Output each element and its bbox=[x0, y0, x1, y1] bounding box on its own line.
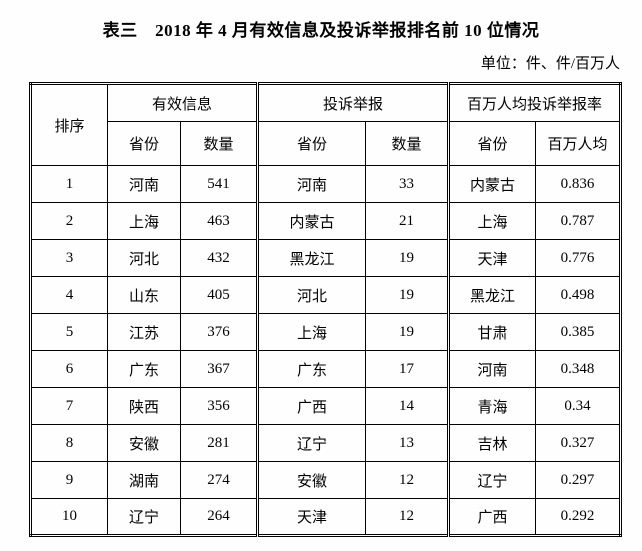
table-row: 1 河南 541 河南 33 内蒙古 0.836 bbox=[30, 165, 622, 203]
cell-complaint-province: 辽宁 bbox=[256, 424, 367, 462]
subheader-complaint-count: 数量 bbox=[365, 121, 450, 166]
cell-valid-info-count: 463 bbox=[179, 202, 259, 240]
cell-complaint-province: 黑龙江 bbox=[256, 239, 367, 277]
cell-rate-province: 青海 bbox=[447, 387, 537, 425]
cell-rate-province: 甘肃 bbox=[447, 313, 537, 351]
cell-rate-value: 0.787 bbox=[535, 202, 622, 240]
cell-rate-value: 0.292 bbox=[535, 498, 622, 536]
cell-valid-info-count: 356 bbox=[179, 387, 259, 425]
header-group-valid-info: 有效信息 bbox=[106, 83, 259, 122]
cell-rate-province: 黑龙江 bbox=[447, 276, 537, 314]
cell-rate-value: 0.776 bbox=[535, 239, 622, 277]
cell-valid-info-province: 广东 bbox=[107, 350, 181, 388]
table-row: 6 广东 367 广东 17 河南 0.348 bbox=[30, 350, 622, 388]
table-row: 2 上海 463 内蒙古 21 上海 0.787 bbox=[30, 202, 622, 240]
cell-complaint-province: 广东 bbox=[256, 350, 367, 388]
cell-complaint-count: 17 bbox=[365, 350, 450, 388]
page-title: 表三 2018 年 4 月有效信息及投诉举报排名前 10 位情况 bbox=[102, 21, 540, 40]
cell-complaint-count: 12 bbox=[365, 461, 450, 499]
cell-valid-info-province: 河南 bbox=[107, 165, 181, 203]
cell-rate-value: 0.836 bbox=[535, 165, 622, 203]
cell-complaint-count: 19 bbox=[365, 313, 450, 351]
cell-rank: 10 bbox=[30, 498, 108, 536]
subheader-complaint-province: 省份 bbox=[256, 121, 367, 166]
cell-rate-value: 0.327 bbox=[535, 424, 622, 462]
cell-valid-info-province: 江苏 bbox=[107, 313, 181, 351]
cell-rank: 2 bbox=[30, 202, 108, 240]
cell-rank: 6 bbox=[30, 350, 108, 388]
cell-rate-province: 吉林 bbox=[447, 424, 537, 462]
cell-valid-info-count: 376 bbox=[179, 313, 259, 351]
cell-complaint-province: 广西 bbox=[256, 387, 367, 425]
subheader-rate-province: 省份 bbox=[447, 121, 537, 166]
ranking-table: 排序 有效信息 投诉举报 百万人均投诉举报率 省份 数量 省份 数量 省份 百万… bbox=[29, 82, 623, 537]
cell-rank: 3 bbox=[30, 239, 108, 277]
cell-valid-info-province: 陕西 bbox=[107, 387, 181, 425]
table-row: 3 河北 432 黑龙江 19 天津 0.776 bbox=[30, 239, 622, 277]
cell-valid-info-count: 432 bbox=[179, 239, 259, 277]
cell-complaint-province: 河北 bbox=[256, 276, 367, 314]
cell-complaint-count: 33 bbox=[365, 165, 450, 203]
table-row: 4 山东 405 河北 19 黑龙江 0.498 bbox=[30, 276, 622, 314]
header-group-rate-per-million: 百万人均投诉举报率 bbox=[447, 83, 622, 122]
cell-valid-info-count: 274 bbox=[179, 461, 259, 499]
table-row: 9 湖南 274 安徽 12 辽宁 0.297 bbox=[30, 461, 622, 499]
cell-valid-info-province: 河北 bbox=[107, 239, 181, 277]
cell-complaint-province: 上海 bbox=[256, 313, 367, 351]
header-sub-row: 省份 数量 省份 数量 省份 百万人均 bbox=[31, 121, 622, 166]
header-rank: 排序 bbox=[30, 83, 108, 166]
cell-complaint-count: 19 bbox=[365, 276, 450, 314]
cell-rate-province: 辽宁 bbox=[447, 461, 537, 499]
header-group-row: 排序 有效信息 投诉举报 百万人均投诉举报率 bbox=[30, 83, 622, 166]
cell-rate-value: 0.297 bbox=[535, 461, 622, 499]
table-row: 7 陕西 356 广西 14 青海 0.34 bbox=[30, 387, 622, 425]
cell-rank: 9 bbox=[30, 461, 108, 499]
cell-valid-info-count: 281 bbox=[179, 424, 259, 462]
cell-complaint-count: 21 bbox=[365, 202, 450, 240]
cell-complaint-count: 14 bbox=[365, 387, 450, 425]
cell-rate-province: 河南 bbox=[447, 350, 537, 388]
cell-rate-province: 广西 bbox=[447, 498, 537, 536]
cell-rate-value: 0.34 bbox=[535, 387, 622, 425]
table-row: 8 安徽 281 辽宁 13 吉林 0.327 bbox=[30, 424, 622, 462]
cell-complaint-count: 13 bbox=[365, 424, 450, 462]
cell-complaint-count: 12 bbox=[365, 498, 450, 536]
cell-rank: 5 bbox=[30, 313, 108, 351]
cell-complaint-province: 河南 bbox=[256, 165, 367, 203]
cell-valid-info-count: 405 bbox=[179, 276, 259, 314]
cell-rank: 1 bbox=[30, 165, 108, 203]
subheader-rate-value: 百万人均 bbox=[535, 121, 622, 166]
subheader-valid-info-province: 省份 bbox=[107, 121, 181, 166]
cell-complaint-province: 天津 bbox=[256, 498, 367, 536]
unit-note: 单位：件、件/百万人 bbox=[480, 56, 620, 72]
subheader-valid-info-count: 数量 bbox=[179, 121, 259, 166]
cell-valid-info-count: 541 bbox=[179, 165, 259, 203]
cell-valid-info-count: 367 bbox=[179, 350, 259, 388]
cell-rank: 8 bbox=[30, 424, 108, 462]
cell-valid-info-province: 安徽 bbox=[107, 424, 181, 462]
cell-rate-value: 0.385 bbox=[535, 313, 622, 351]
cell-complaint-count: 19 bbox=[365, 239, 450, 277]
cell-rate-province: 天津 bbox=[447, 239, 537, 277]
cell-valid-info-province: 山东 bbox=[107, 276, 181, 314]
cell-rate-province: 上海 bbox=[447, 202, 537, 240]
cell-valid-info-province: 辽宁 bbox=[107, 498, 181, 536]
table-row: 5 江苏 376 上海 19 甘肃 0.385 bbox=[30, 313, 622, 351]
cell-valid-info-province: 湖南 bbox=[107, 461, 181, 499]
table-row: 10 辽宁 264 天津 12 广西 0.292 bbox=[30, 498, 622, 536]
cell-valid-info-count: 264 bbox=[179, 498, 259, 536]
cell-rank: 7 bbox=[30, 387, 108, 425]
header-group-complaints: 投诉举报 bbox=[256, 83, 450, 122]
cell-rate-value: 0.498 bbox=[535, 276, 622, 314]
cell-rank: 4 bbox=[30, 276, 108, 314]
cell-complaint-province: 安徽 bbox=[256, 461, 367, 499]
cell-valid-info-province: 上海 bbox=[107, 202, 181, 240]
cell-complaint-province: 内蒙古 bbox=[256, 202, 367, 240]
cell-rate-value: 0.348 bbox=[535, 350, 622, 388]
cell-rate-province: 内蒙古 bbox=[447, 165, 537, 203]
